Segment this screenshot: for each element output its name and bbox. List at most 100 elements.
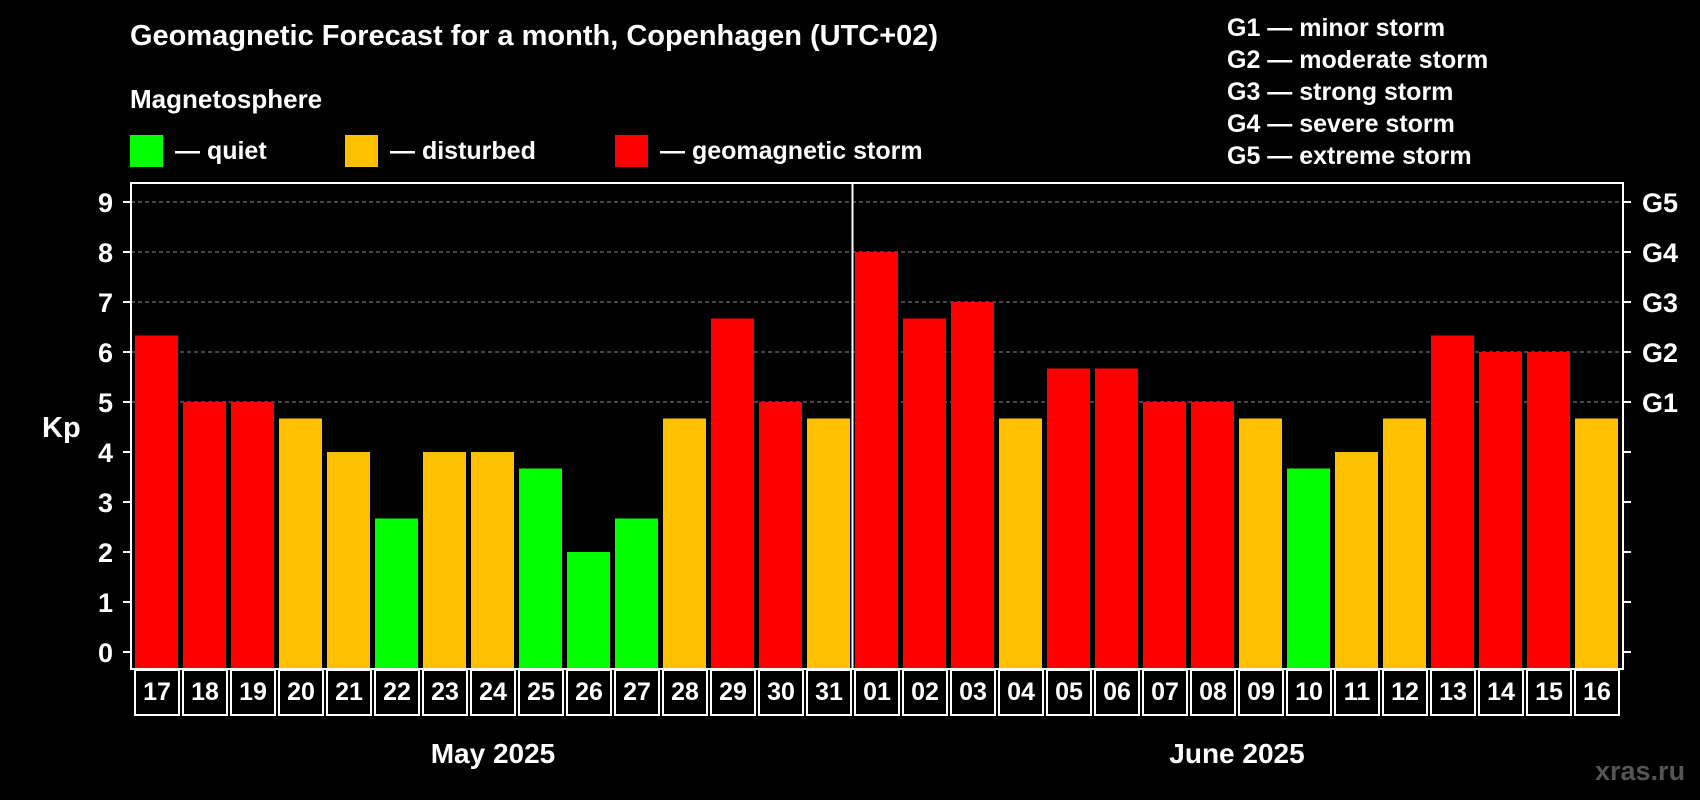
- y-tick-label: 5: [98, 388, 113, 418]
- watermark: xras.ru: [1595, 756, 1686, 786]
- bar: [231, 402, 274, 668]
- date-label: 17: [143, 678, 171, 706]
- date-label: 01: [863, 678, 891, 706]
- legend-heading: Magnetosphere: [130, 84, 323, 114]
- legend-swatch-storm: [615, 135, 648, 167]
- y-tick-label: 6: [98, 338, 113, 368]
- date-cell: [278, 669, 324, 716]
- date-label: 27: [623, 678, 651, 706]
- legend-swatch-quiet: [130, 135, 163, 167]
- bar: [951, 302, 994, 668]
- bar: [807, 418, 850, 668]
- bar: [759, 402, 802, 668]
- date-cell: [566, 669, 612, 716]
- g-scale-tick-label: G1: [1642, 388, 1678, 418]
- bar: [1095, 368, 1138, 668]
- date-label: 31: [815, 678, 843, 706]
- bar: [1287, 468, 1330, 668]
- legend-swatch-disturbed: [345, 135, 378, 167]
- date-label: 07: [1151, 678, 1179, 706]
- g-scale-item: G4 — severe storm: [1227, 110, 1455, 138]
- g-scale-item: G2 — moderate storm: [1227, 46, 1489, 74]
- date-cell: [854, 669, 900, 716]
- date-label: 28: [671, 678, 699, 706]
- g-scale-tick-label: G5: [1642, 188, 1678, 218]
- date-cell: [1190, 669, 1236, 716]
- date-label: 09: [1247, 678, 1275, 706]
- bar: [999, 418, 1042, 668]
- bar: [375, 518, 418, 668]
- date-cell: [1526, 669, 1572, 716]
- date-label: 02: [911, 678, 939, 706]
- bar: [1383, 418, 1426, 668]
- date-cell: [422, 669, 468, 716]
- date-cell: [134, 669, 180, 716]
- y-tick-label: 3: [98, 488, 113, 518]
- y-tick-label: 8: [98, 238, 113, 268]
- g-scale-tick-label: G2: [1642, 338, 1678, 368]
- date-label: 30: [767, 678, 795, 706]
- date-cell: [998, 669, 1044, 716]
- date-cell: [1382, 669, 1428, 716]
- month-label: June 2025: [1169, 738, 1304, 769]
- date-label: 06: [1103, 678, 1131, 706]
- y-tick-label: 0: [98, 638, 113, 668]
- date-label: 05: [1055, 678, 1083, 706]
- g-scale-legend: G1 — minor storm G2 — moderate storm G3 …: [1227, 12, 1488, 172]
- bar: [1479, 352, 1522, 668]
- bar: [855, 252, 898, 668]
- bar: [1143, 402, 1186, 668]
- month-label: May 2025: [431, 738, 556, 769]
- date-label: 16: [1583, 678, 1611, 706]
- date-label: 12: [1391, 678, 1419, 706]
- date-cell: [230, 669, 276, 716]
- bar: [183, 402, 226, 668]
- date-cell: [902, 669, 948, 716]
- date-label: 03: [959, 678, 987, 706]
- y-tick-label: 1: [98, 588, 113, 618]
- date-label: 19: [239, 678, 267, 706]
- bar: [1191, 402, 1234, 668]
- date-cell: [614, 669, 660, 716]
- g-scale-tick-label: G3: [1642, 288, 1678, 318]
- date-label: 24: [479, 678, 507, 706]
- date-label: 22: [383, 678, 411, 706]
- bar: [663, 418, 706, 668]
- g-scale-item: G5 — extreme storm: [1227, 142, 1472, 170]
- date-label: 04: [1007, 678, 1035, 706]
- bar: [279, 418, 322, 668]
- date-cell: [1478, 669, 1524, 716]
- g-scale-item: G1 — minor storm: [1227, 14, 1446, 42]
- bar: [1575, 418, 1618, 668]
- date-label: 25: [527, 678, 555, 706]
- bar: [519, 468, 562, 668]
- date-cell: [470, 669, 516, 716]
- date-label: 26: [575, 678, 603, 706]
- date-label: 13: [1439, 678, 1467, 706]
- date-label: 14: [1487, 678, 1515, 706]
- legend-item-quiet: — quiet: [130, 135, 267, 167]
- y-tick-label: 7: [98, 288, 113, 318]
- date-cell: [1238, 669, 1284, 716]
- date-cell: [1094, 669, 1140, 716]
- date-cell: [1334, 669, 1380, 716]
- g-scale-tick-label: G4: [1642, 238, 1678, 268]
- bar: [471, 452, 514, 668]
- date-cell: [1430, 669, 1476, 716]
- legend-label-storm: — geomagnetic storm: [660, 136, 923, 165]
- date-label: 29: [719, 678, 747, 706]
- date-label: 21: [335, 678, 363, 706]
- legend-label-disturbed: — disturbed: [390, 136, 536, 165]
- bar: [615, 518, 658, 668]
- y-tick-label: 9: [98, 188, 113, 218]
- bar: [1527, 352, 1570, 668]
- date-cell: [1046, 669, 1092, 716]
- date-cell: [1574, 669, 1620, 716]
- bar: [567, 552, 610, 668]
- date-label: 11: [1344, 678, 1371, 706]
- date-label: 23: [431, 678, 459, 706]
- date-label: 15: [1535, 678, 1563, 706]
- date-cell: [758, 669, 804, 716]
- date-label: 10: [1295, 678, 1323, 706]
